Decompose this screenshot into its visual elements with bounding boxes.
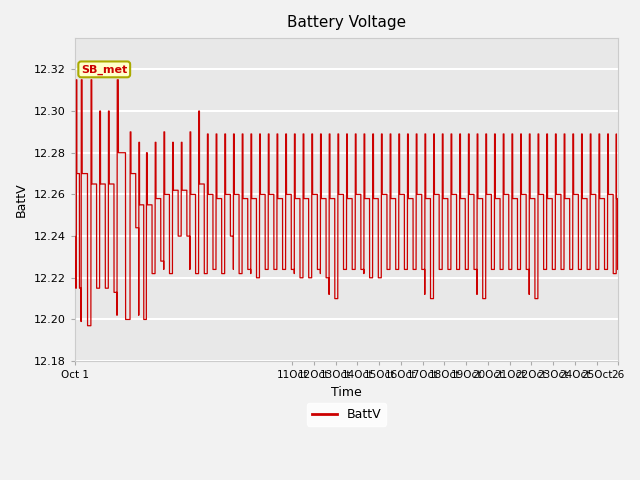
Text: SB_met: SB_met [81,64,127,74]
X-axis label: Time: Time [331,386,362,399]
Legend: BattV: BattV [307,403,387,426]
Y-axis label: BattV: BattV [15,182,28,217]
Title: Battery Voltage: Battery Voltage [287,15,406,30]
